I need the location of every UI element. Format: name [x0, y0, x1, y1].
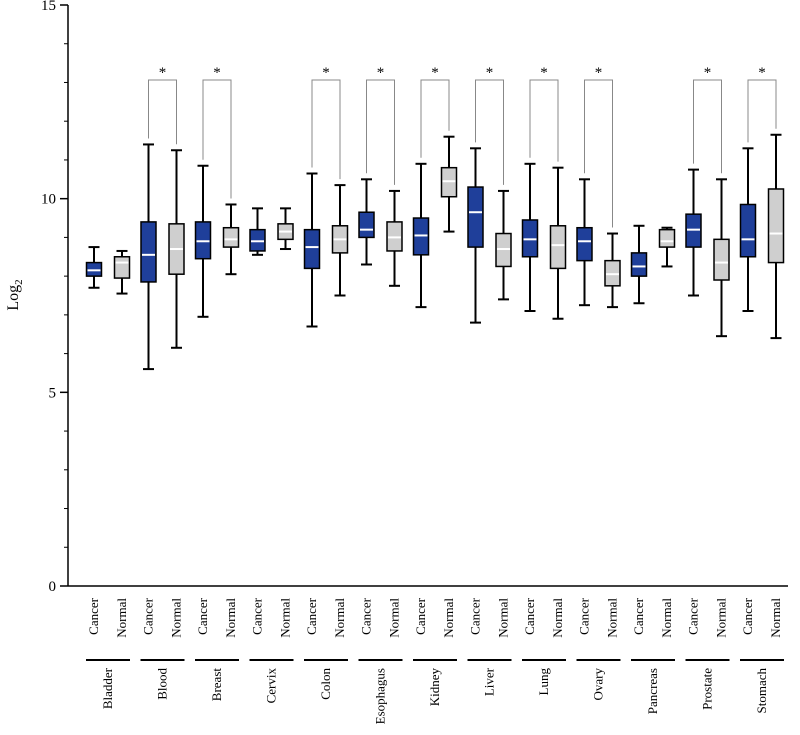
- significance-bracket: [202, 79, 232, 199]
- significance-marker: *: [540, 65, 548, 81]
- x-box-label: Cancer: [577, 597, 592, 634]
- box-cancer: [739, 203, 757, 258]
- box-group-kidney: *: [412, 65, 458, 309]
- x-group-label: Lung: [536, 668, 551, 696]
- significance-marker: *: [377, 65, 385, 81]
- significance-marker: *: [431, 65, 439, 81]
- box-group-esophagus: *: [358, 65, 403, 287]
- significance-bracket: [747, 79, 777, 143]
- x-box-label: Normal: [605, 598, 620, 638]
- significance-bracket: [693, 79, 722, 174]
- x-group-label: Stomach: [754, 668, 769, 714]
- box-cancer: [140, 221, 157, 283]
- y-tick-label: 0: [49, 579, 57, 595]
- x-box-label: Normal: [169, 598, 184, 638]
- x-group-label: Pancreas: [645, 668, 660, 714]
- x-box-label: Cancer: [359, 597, 374, 634]
- box-normal: [113, 256, 131, 279]
- significance-marker: *: [159, 65, 167, 81]
- box-group-blood: *: [140, 65, 185, 371]
- x-box-label: Cancer: [250, 597, 265, 634]
- x-box-label: Cancer: [141, 597, 156, 634]
- x-group-label: Kidney: [427, 668, 442, 707]
- x-box-label: Normal: [496, 598, 511, 638]
- x-box-label: Cancer: [86, 597, 101, 634]
- box-cancer: [630, 252, 648, 277]
- x-box-label: Normal: [223, 598, 238, 638]
- box-cancer: [467, 186, 484, 248]
- significance-marker: *: [213, 65, 221, 81]
- significance-marker: *: [595, 65, 603, 81]
- significance-marker: *: [704, 65, 712, 81]
- x-box-label: Normal: [278, 598, 293, 638]
- x-box-label: Cancer: [686, 597, 701, 634]
- x-box-label: Cancer: [195, 597, 210, 634]
- x-box-label: Cancer: [522, 597, 537, 634]
- y-tick-label: 5: [49, 385, 57, 401]
- x-box-label: Normal: [441, 598, 456, 638]
- x-box-label: Cancer: [304, 597, 319, 634]
- x-box-label: Normal: [114, 598, 129, 638]
- significance-bracket: [475, 79, 504, 185]
- x-group-label: Cervix: [264, 668, 279, 704]
- significance-bracket: [366, 79, 395, 185]
- significance-bracket: [311, 79, 341, 180]
- plot-area: * * * * * * * * * *: [85, 65, 785, 371]
- x-group-label: Prostate: [700, 668, 715, 710]
- box-group-breast: *: [194, 65, 240, 318]
- x-group-label: Blood: [155, 668, 170, 700]
- box-cancer: [576, 226, 593, 262]
- y-tick-label: 10: [41, 192, 56, 208]
- x-box-label: Normal: [659, 598, 674, 638]
- axes: 0 5 10 15: [41, 0, 788, 595]
- box-group-stomach: *: [739, 65, 785, 340]
- x-box-label: Cancer: [468, 597, 483, 634]
- box-normal: [767, 188, 785, 264]
- box-normal: [658, 228, 676, 248]
- x-box-label: Normal: [768, 598, 783, 638]
- box-normal: [222, 226, 240, 248]
- x-box-label: Normal: [387, 598, 402, 638]
- x-box-label: Normal: [332, 598, 347, 638]
- x-group-label: Colon: [318, 668, 333, 700]
- x-box-label: Cancer: [413, 597, 428, 634]
- box-cancer: [303, 228, 321, 270]
- x-box-label: Cancer: [740, 597, 755, 634]
- box-normal: [713, 238, 730, 281]
- y-axis-title-subscript: 2: [13, 279, 25, 285]
- significance-marker: *: [486, 65, 494, 81]
- y-axis-title: Log2: [5, 279, 25, 310]
- x-group-label: Breast: [209, 668, 224, 702]
- x-group-label: Bladder: [100, 667, 115, 709]
- box-group-lung: *: [521, 65, 567, 320]
- x-axis-labels: Cancer Normal Bladder Cancer Normal Blood Canc…: [86, 597, 784, 724]
- significance-marker: *: [322, 65, 330, 81]
- x-group-label: Liver: [482, 667, 497, 696]
- box-normal: [549, 225, 567, 270]
- box-group-prostate: *: [685, 65, 730, 338]
- significance-marker: *: [758, 65, 766, 81]
- box-group-liver: *: [467, 65, 512, 324]
- x-group-label: Esophagus: [373, 668, 388, 724]
- y-tick-label: 15: [41, 0, 56, 14]
- box-group-ovary: *: [576, 65, 621, 309]
- significance-bracket: [420, 79, 450, 158]
- x-box-label: Normal: [550, 598, 565, 638]
- box-group-cervix: [249, 207, 294, 256]
- box-group-bladder: [85, 246, 131, 295]
- box-group-pancreas: [630, 224, 676, 305]
- x-group-label: Ovary: [591, 668, 606, 701]
- y-axis-label: Log2: [5, 279, 25, 310]
- box-group-colon: *: [303, 65, 349, 328]
- significance-bracket: [584, 79, 613, 228]
- box-cancer: [358, 211, 375, 239]
- x-box-label: Cancer: [631, 597, 646, 634]
- x-box-label: Normal: [714, 598, 729, 638]
- y-axis-title-text: Log: [5, 285, 22, 311]
- significance-bracket: [148, 79, 177, 145]
- significance-bracket: [529, 79, 559, 162]
